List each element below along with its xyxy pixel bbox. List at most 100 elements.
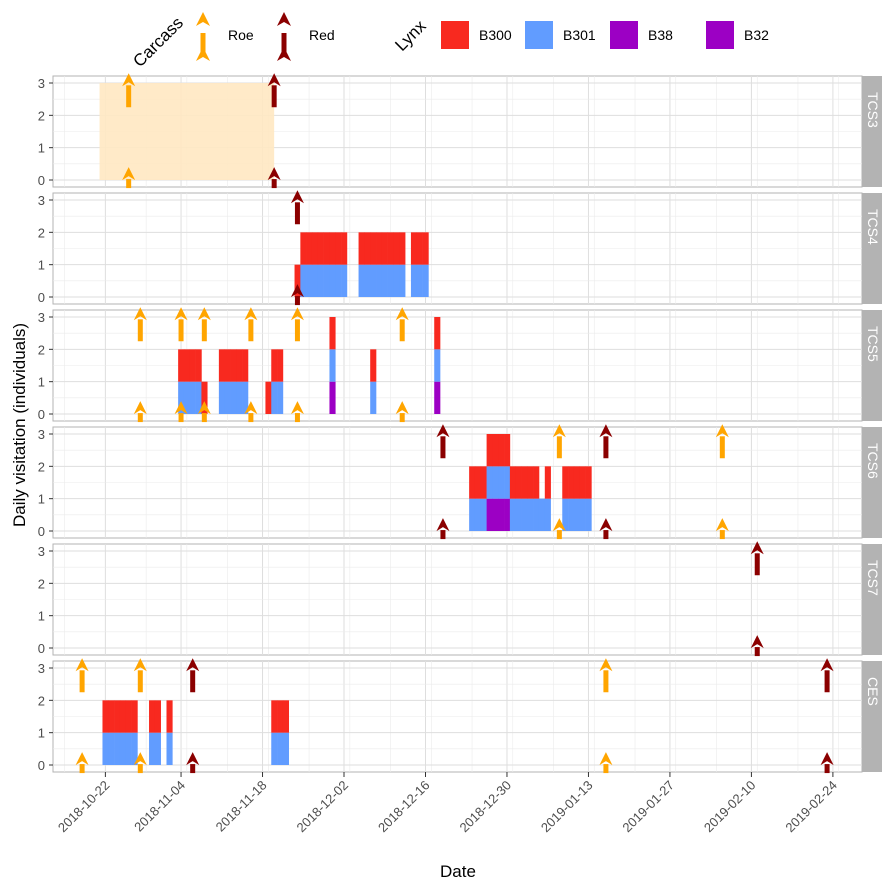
carcass-arrow-bottom-red	[267, 167, 281, 189]
arrow-head	[715, 518, 729, 532]
visit-bar-b300	[166, 700, 173, 733]
x-tick-label: 2019-01-13	[538, 778, 596, 836]
arrow-head	[290, 190, 304, 204]
legend-lynx-title: Lynx	[391, 16, 430, 55]
panel-strip-label: TCS4	[865, 209, 881, 245]
visit-bar-b300	[416, 232, 423, 265]
carcass-arrow-top-red	[750, 541, 764, 576]
carcass-arrow-top-red	[599, 424, 613, 459]
visit-bar-b301	[271, 732, 278, 765]
arrow-shaft	[294, 296, 300, 306]
panel-tcs7: 0 1 2 3 TCS7	[38, 541, 882, 657]
arrow-head	[395, 307, 409, 321]
arrow-shaft	[137, 764, 143, 774]
visit-bar-b300	[381, 232, 388, 265]
visit-bar-b300	[498, 434, 505, 467]
arrow-head	[197, 401, 211, 415]
arrow-head	[290, 307, 304, 321]
visit-bar-b300	[183, 349, 191, 382]
visit-bar-b301	[224, 381, 231, 414]
arrow-shaft	[248, 319, 254, 342]
arrow-shaft	[754, 553, 760, 576]
carcass-arrow-bottom-roe	[133, 752, 147, 774]
legend-carcass-title: Carcass	[129, 13, 187, 71]
visit-bar-b301	[183, 381, 191, 414]
arrow-shaft	[754, 647, 760, 657]
arrow-shaft	[271, 85, 277, 108]
arrow-head	[820, 658, 834, 672]
y-tick-label: 3	[38, 661, 45, 676]
carcass-arrow-bottom-roe	[122, 167, 136, 189]
y-axis-title: Daily visitation (individuals)	[10, 323, 29, 527]
carcass-arrow-top-roe	[244, 307, 258, 342]
x-tick-label: 2018-12-16	[375, 778, 433, 836]
visit-bar-b301	[358, 264, 365, 297]
visit-bar-b301	[480, 498, 487, 531]
arrow-head	[267, 73, 281, 87]
visit-bar-b300	[573, 466, 581, 499]
arrow-head	[436, 518, 450, 532]
arrow-shaft	[281, 33, 287, 53]
panel-grid	[53, 544, 862, 655]
y-tick-label: 2	[38, 108, 45, 123]
visit-bar-b38	[492, 498, 499, 531]
x-tick-label: 2018-12-02	[293, 778, 351, 836]
x-axis: 2018-10-22 2018-11-04 2018-11-18 2018-12-02…	[55, 772, 840, 835]
visit-bar-b300	[422, 232, 429, 265]
arrow-head	[750, 635, 764, 649]
visit-bar-b300	[108, 700, 115, 733]
y-tick-label: 3	[38, 427, 45, 442]
visit-bar-b300	[335, 232, 342, 265]
legend-lynx-label: B300	[479, 27, 512, 43]
arrow-shaft	[556, 436, 562, 459]
visit-bar-b300	[311, 232, 319, 265]
carcass-period	[99, 83, 275, 180]
arrow-shaft	[440, 436, 446, 459]
panel-grid	[53, 193, 862, 304]
visit-bar-b301	[300, 264, 307, 297]
legend-carcass-label: Roe	[228, 27, 254, 43]
visit-bar-b301	[306, 264, 313, 297]
visit-bar-b301	[218, 381, 225, 414]
visit-bar-b38	[498, 498, 505, 531]
carcass-arrow-bottom-red	[599, 518, 613, 540]
visit-bar-b301	[538, 498, 546, 531]
carcass-arrow-top-roe	[599, 658, 613, 693]
arrow-head	[133, 401, 147, 415]
carcass-arrow-bottom-roe	[395, 401, 409, 423]
panel-strip-label: TCS7	[865, 560, 881, 596]
visit-bar-b300	[224, 349, 231, 382]
visit-bar-b301	[498, 466, 505, 499]
visit-bar-b301	[370, 381, 377, 414]
panel-strip-label: TCS3	[865, 92, 881, 128]
visit-bar-b300	[533, 466, 540, 499]
panel-ces: 0 1 2 3 CES	[38, 658, 882, 774]
visit-bar-b300	[393, 232, 400, 265]
carcass-markers	[133, 307, 409, 423]
visit-bar-b301	[562, 498, 569, 531]
arrow-head	[552, 424, 566, 438]
visit-bar-b300	[370, 232, 377, 265]
visit-bar-b301	[114, 732, 121, 765]
arrow-shaft	[603, 670, 609, 693]
arrow-shaft	[190, 764, 196, 774]
visit-bar-b300	[376, 232, 383, 265]
visit-bar-b301	[311, 264, 319, 297]
visit-bar-b301	[381, 264, 388, 297]
legend-lynx-label: B301	[563, 27, 596, 43]
y-tick-label: 0	[38, 641, 45, 656]
arrow-shaft	[294, 202, 300, 225]
visit-bar-b300	[504, 434, 511, 467]
visit-bar-b300	[119, 700, 127, 733]
visit-bar-b301	[568, 498, 575, 531]
arrow-head	[290, 284, 304, 298]
visit-bar-b300	[509, 466, 517, 499]
visit-bar-b300	[585, 466, 592, 499]
visit-bar-b301	[527, 498, 534, 531]
visit-bar-b301	[504, 466, 511, 499]
arrow-shaft	[137, 670, 143, 693]
visit-bar-b300	[364, 232, 371, 265]
visit-bar-b301	[195, 381, 202, 414]
visit-bar-b300	[218, 349, 225, 382]
arrow-shaft	[178, 319, 184, 342]
